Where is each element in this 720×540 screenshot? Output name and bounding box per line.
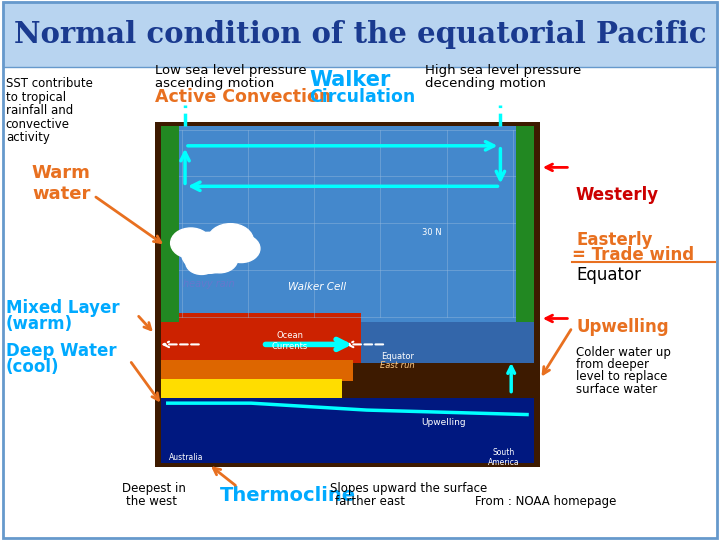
Text: Australia: Australia [169, 453, 204, 462]
Text: 30 N: 30 N [423, 227, 442, 237]
Text: to tropical: to tropical [6, 91, 66, 104]
FancyBboxPatch shape [161, 126, 534, 322]
Text: Mixed Layer: Mixed Layer [6, 299, 120, 317]
Text: heavy rain: heavy rain [183, 279, 235, 289]
Circle shape [202, 246, 238, 273]
FancyBboxPatch shape [161, 360, 354, 381]
Text: Equator: Equator [576, 266, 641, 285]
Text: Colder water up: Colder water up [576, 346, 671, 359]
Text: ascending motion: ascending motion [155, 77, 274, 90]
Circle shape [222, 234, 260, 262]
Text: Upwelling: Upwelling [576, 318, 669, 336]
Text: Deepest in: Deepest in [122, 482, 186, 495]
Circle shape [181, 232, 236, 273]
Text: Warm
water: Warm water [32, 164, 91, 203]
Text: farther east: farther east [335, 495, 405, 508]
Text: Thermocline: Thermocline [220, 486, 356, 505]
Text: (cool): (cool) [6, 358, 59, 376]
Circle shape [171, 228, 211, 258]
Text: surface water: surface water [576, 383, 657, 396]
FancyBboxPatch shape [161, 398, 534, 463]
FancyBboxPatch shape [161, 313, 361, 363]
Text: Deep Water: Deep Water [6, 342, 117, 360]
Text: High sea level pressure: High sea level pressure [425, 64, 581, 77]
FancyBboxPatch shape [161, 126, 179, 322]
Text: activity: activity [6, 131, 50, 144]
Text: decending motion: decending motion [425, 77, 546, 90]
Text: Low sea level pressure: Low sea level pressure [155, 64, 307, 77]
Text: Normal condition of the equatorial Pacific: Normal condition of the equatorial Pacif… [14, 20, 706, 49]
Text: level to replace: level to replace [576, 370, 667, 383]
Text: convective: convective [6, 118, 70, 131]
Circle shape [207, 224, 253, 258]
Text: 30 N: 30 N [222, 227, 242, 237]
FancyBboxPatch shape [155, 122, 540, 467]
Text: Walker Cell: Walker Cell [287, 282, 346, 292]
Circle shape [186, 251, 217, 274]
Text: = Trade wind: = Trade wind [572, 246, 695, 264]
FancyBboxPatch shape [161, 379, 341, 398]
Text: Upwelling: Upwelling [421, 417, 466, 427]
FancyBboxPatch shape [3, 2, 717, 67]
Text: Easterly: Easterly [576, 231, 652, 249]
Text: SST contribute: SST contribute [6, 77, 93, 90]
Text: the west: the west [126, 495, 177, 508]
FancyBboxPatch shape [161, 322, 534, 363]
FancyBboxPatch shape [516, 126, 534, 322]
Text: Circulation: Circulation [310, 88, 416, 106]
Text: (warm): (warm) [6, 315, 73, 333]
Text: South
America: South America [488, 448, 520, 467]
Text: Westerly: Westerly [576, 186, 659, 205]
Text: rainfall and: rainfall and [6, 104, 73, 117]
Text: from deeper: from deeper [576, 358, 649, 371]
Text: Active Convection: Active Convection [155, 88, 331, 106]
Text: Ocean
Currents: Ocean Currents [271, 331, 307, 350]
Text: Slopes upward the surface: Slopes upward the surface [330, 482, 487, 495]
Text: From : NOAA homepage: From : NOAA homepage [475, 495, 616, 508]
Text: Walker: Walker [310, 70, 391, 90]
Text: Equator: Equator [381, 352, 414, 361]
Text: East run: East run [380, 361, 415, 370]
